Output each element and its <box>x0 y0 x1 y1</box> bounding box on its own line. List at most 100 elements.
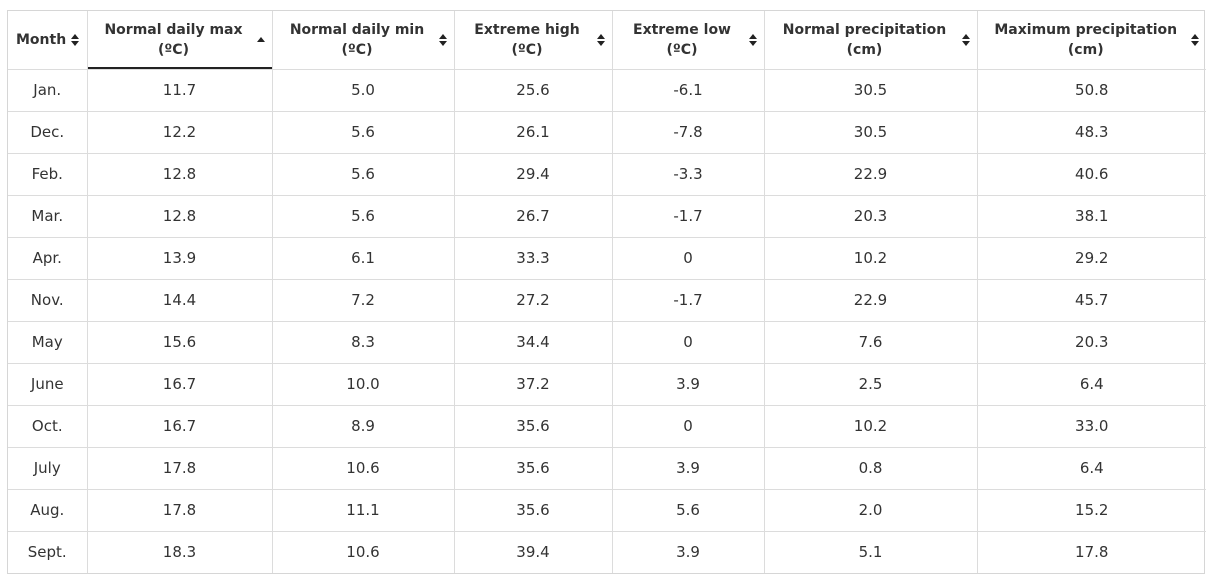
sort-both-icon <box>961 33 970 46</box>
column-header-label: Maximum precipitation (cm) <box>994 21 1178 58</box>
normal-daily-min-cell: 8.3 <box>272 321 455 364</box>
normal-precipitation-cell: 5.1 <box>764 531 978 573</box>
climate-table: Month Normal daily max (ºC) Normal daily… <box>8 11 1206 573</box>
table-row: Feb. 12.8 5.6 29.4 -3.3 22.9 40.6 <box>8 153 1206 196</box>
column-header-label: Normal daily max (ºC) <box>104 21 243 58</box>
table-row: Apr. 13.9 6.1 33.3 0 10.2 29.2 <box>8 237 1206 280</box>
extreme-low-cell: -7.8 <box>612 111 765 154</box>
column-header-normal-precipitation[interactable]: Normal precipitation (cm) <box>764 11 978 70</box>
maximum-precipitation-cell: 50.8 <box>977 69 1206 112</box>
extreme-low-cell: -1.7 <box>612 279 765 322</box>
sort-both-icon <box>438 33 447 46</box>
extreme-high-cell: 29.4 <box>454 153 613 196</box>
normal-precipitation-cell: 30.5 <box>764 69 978 112</box>
table-row: July 17.8 10.6 35.6 3.9 0.8 6.4 <box>8 447 1206 490</box>
maximum-precipitation-cell: 20.3 <box>977 321 1206 364</box>
normal-daily-min-cell: 5.6 <box>272 111 455 154</box>
extreme-low-cell: -3.3 <box>612 153 765 196</box>
normal-precipitation-cell: 20.3 <box>764 195 978 238</box>
sort-both-icon <box>70 33 79 46</box>
column-header-label: Normal precipitation (cm) <box>782 21 947 58</box>
normal-daily-max-cell: 14.4 <box>87 279 273 322</box>
maximum-precipitation-cell: 6.4 <box>977 363 1206 406</box>
month-cell: Nov. <box>8 279 88 322</box>
maximum-precipitation-cell: 17.8 <box>1075 543 1109 561</box>
normal-daily-max-cell: 17.8 <box>87 447 273 490</box>
month-cell: Aug. <box>8 489 88 532</box>
month-cell: Mar. <box>8 195 88 238</box>
normal-daily-min-cell: 5.6 <box>272 195 455 238</box>
normal-daily-max-cell: 16.7 <box>87 363 273 406</box>
normal-precipitation-cell: 2.5 <box>764 363 978 406</box>
extreme-low-cell: 3.9 <box>612 363 765 406</box>
normal-daily-max-cell: 17.8 <box>87 489 273 532</box>
maximum-precipitation-cell: 40.6 <box>977 153 1206 196</box>
normal-precipitation-cell: 30.5 <box>764 111 978 154</box>
month-cell: Jan. <box>8 69 88 112</box>
table-row: Sept. 18.3 10.6 39.4 3.9 5.1 17.8 <box>8 531 1206 573</box>
normal-precipitation-cell: 0.8 <box>764 447 978 490</box>
normal-precipitation-cell: 22.9 <box>764 153 978 196</box>
month-cell: Feb. <box>8 153 88 196</box>
normal-daily-max-cell: 18.3 <box>87 531 273 573</box>
column-header-extreme-low[interactable]: Extreme low (ºC) <box>612 11 765 70</box>
table-row: Nov. 14.4 7.2 27.2 -1.7 22.9 45.7 <box>8 279 1206 322</box>
sort-ascending-icon <box>256 36 265 42</box>
extreme-high-cell: 39.4 <box>454 531 613 573</box>
normal-precipitation-cell: 10.2 <box>764 237 978 280</box>
extreme-high-cell: 35.6 <box>454 405 613 448</box>
table-row: Aug. 17.8 11.1 35.6 5.6 2.0 15.2 <box>8 489 1206 532</box>
maximum-precipitation-cell: 29.2 <box>977 237 1206 280</box>
extreme-high-cell: 25.6 <box>454 69 613 112</box>
normal-daily-max-cell: 12.8 <box>87 195 273 238</box>
column-header-month[interactable]: Month <box>8 11 88 70</box>
column-header-label: Normal daily min (ºC) <box>289 21 425 58</box>
climate-table-container: Month Normal daily max (ºC) Normal daily… <box>7 10 1206 574</box>
normal-daily-min-cell: 5.0 <box>272 69 455 112</box>
column-header-normal-daily-max[interactable]: Normal daily max (ºC) <box>87 11 273 70</box>
maximum-precipitation-cell: 33.0 <box>977 405 1206 448</box>
month-cell: Sept. <box>8 531 88 573</box>
month-cell: May <box>8 321 88 364</box>
extreme-low-cell: 0 <box>612 321 765 364</box>
table-row: Dec. 12.2 5.6 26.1 -7.8 30.5 48.3 <box>8 111 1206 154</box>
normal-daily-max-cell: 15.6 <box>87 321 273 364</box>
extreme-high-cell: 27.2 <box>454 279 613 322</box>
extreme-low-cell: 3.9 <box>612 447 765 490</box>
table-row: Jan. 11.7 5.0 25.6 -6.1 30.5 50.8 <box>8 69 1206 112</box>
maximum-precipitation-cell: 15.2 <box>977 489 1206 532</box>
normal-daily-min-cell: 11.1 <box>272 489 455 532</box>
table-body: Jan. 11.7 5.0 25.6 -6.1 30.5 50.8 Dec. 12.2 5.6 26… <box>8 69 1206 573</box>
extreme-high-cell: 37.2 <box>454 363 613 406</box>
normal-daily-min-cell: 5.6 <box>272 153 455 196</box>
maximum-precipitation-cell: 45.7 <box>977 279 1206 322</box>
extreme-low-cell: 5.6 <box>612 489 765 532</box>
month-cell: Dec. <box>8 111 88 154</box>
normal-daily-max-cell: 13.9 <box>87 237 273 280</box>
table-row: Oct. 16.7 8.9 35.6 0 10.2 33.0 <box>8 405 1206 448</box>
maximum-precipitation-cell: 6.4 <box>977 447 1206 490</box>
column-header-label: Month <box>16 31 67 48</box>
normal-daily-min-cell: 8.9 <box>272 405 455 448</box>
normal-daily-min-cell: 10.0 <box>272 363 455 406</box>
extreme-high-cell: 26.7 <box>454 195 613 238</box>
normal-precipitation-cell: 7.6 <box>764 321 978 364</box>
month-cell: June <box>8 363 88 406</box>
sort-both-icon <box>748 33 757 46</box>
extreme-high-cell: 35.6 <box>454 489 613 532</box>
extreme-low-cell: -6.1 <box>612 69 765 112</box>
normal-daily-min-cell: 10.6 <box>272 447 455 490</box>
normal-daily-min-cell: 6.1 <box>272 237 455 280</box>
normal-daily-max-cell: 11.7 <box>87 69 273 112</box>
column-header-extreme-high[interactable]: Extreme high (ºC) <box>454 11 613 70</box>
extreme-high-cell: 35.6 <box>454 447 613 490</box>
maximum-precipitation-cell: 38.1 <box>977 195 1206 238</box>
column-header-normal-daily-min[interactable]: Normal daily min (ºC) <box>272 11 455 70</box>
normal-daily-min-cell: 10.6 <box>272 531 455 573</box>
column-header-maximum-precipitation[interactable]: Maximum precipitation (cm) <box>977 11 1206 70</box>
extreme-low-cell: 3.9 <box>612 531 765 573</box>
normal-daily-min-cell: 7.2 <box>272 279 455 322</box>
normal-daily-max-cell: 12.8 <box>87 153 273 196</box>
normal-precipitation-cell: 2.0 <box>764 489 978 532</box>
normal-daily-max-cell: 12.2 <box>87 111 273 154</box>
